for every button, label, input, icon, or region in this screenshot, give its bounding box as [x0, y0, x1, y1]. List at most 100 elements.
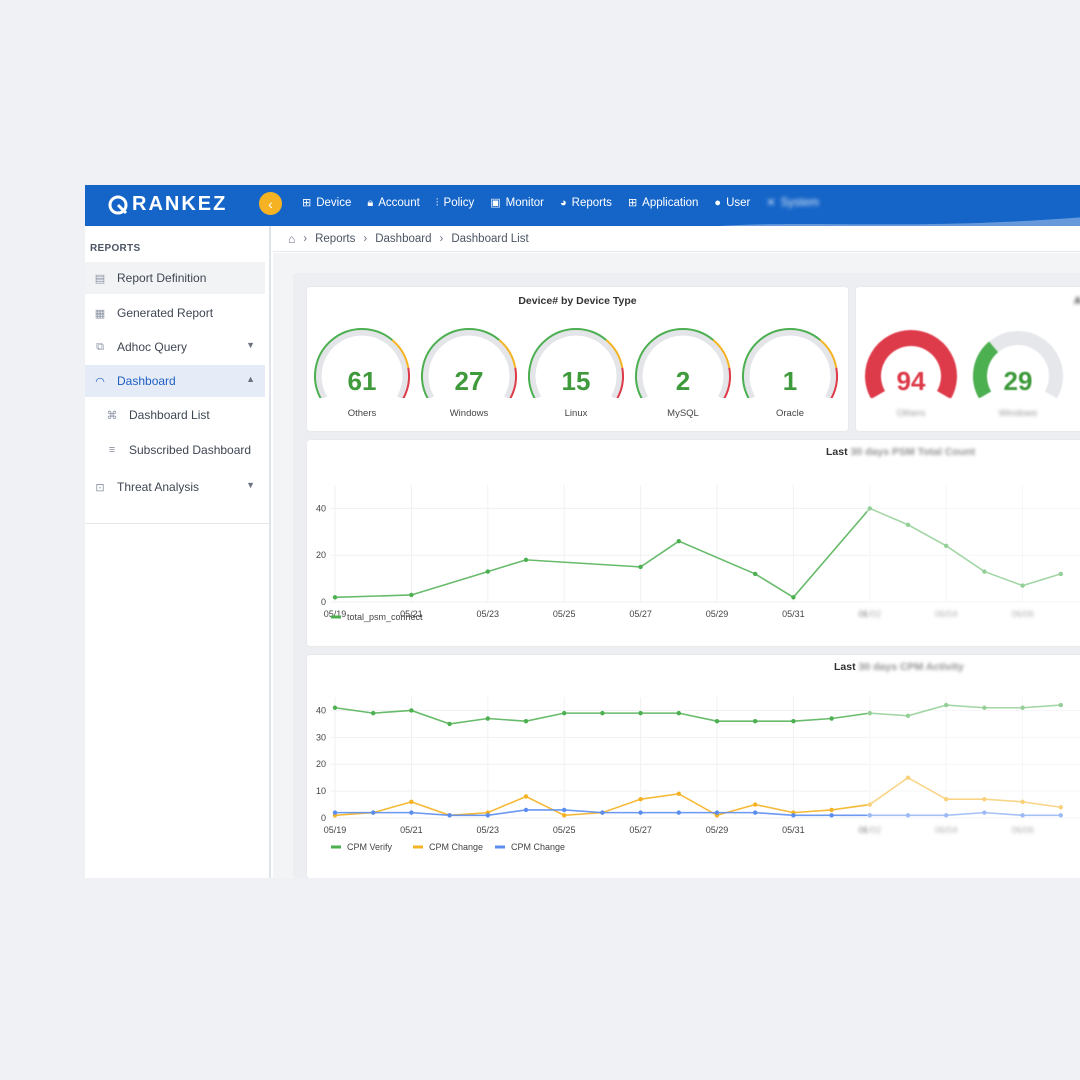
data-point[interactable]	[1058, 702, 1063, 708]
legend-label[interactable]: CPM Verify	[347, 842, 393, 852]
data-point[interactable]	[944, 813, 949, 818]
data-point[interactable]	[982, 796, 987, 802]
sidebar-item-dashboard-list[interactable]: ⌘ Dashboard List	[85, 399, 265, 431]
sidebar-item-threat-analysis[interactable]: ⊡ Threat Analysis ▼	[85, 471, 265, 503]
nav-account[interactable]: 🔒︎ Account	[367, 197, 419, 209]
data-point[interactable]	[791, 813, 796, 818]
psm-total-count-card: Last 30 days PSM Total Count 0 20 40 05/19 05…	[307, 440, 1080, 646]
data-point[interactable]	[982, 705, 987, 710]
data-point[interactable]	[676, 538, 681, 544]
data-point[interactable]	[867, 813, 872, 818]
data-point[interactable]	[447, 721, 452, 727]
data-point[interactable]	[638, 810, 643, 815]
nav-device[interactable]: ⊞ Device	[302, 197, 351, 209]
data-point[interactable]	[409, 810, 414, 815]
breadcrumb-reports[interactable]: Reports	[315, 232, 356, 245]
data-point[interactable]	[791, 595, 796, 600]
sidebar-item-adhoc-query[interactable]: ⧉ Adhoc Query ▼	[85, 331, 265, 363]
nav-monitor[interactable]: ▣ Monitor	[490, 197, 544, 209]
data-point[interactable]	[753, 810, 758, 815]
sidebar-collapse-button[interactable]: ‹	[257, 190, 284, 217]
gauge-arc	[314, 328, 410, 398]
breadcrumb-dashboard[interactable]: Dashboard	[375, 232, 432, 245]
sidebar-item-label: Adhoc Query	[117, 340, 188, 354]
data-point[interactable]	[1020, 799, 1025, 805]
nav-label: Account	[378, 197, 420, 209]
data-point[interactable]	[1020, 813, 1025, 818]
data-point[interactable]	[829, 813, 834, 818]
data-point[interactable]	[944, 796, 949, 802]
data-point[interactable]	[409, 592, 414, 598]
data-point[interactable]	[714, 810, 720, 815]
brand-logo[interactable]: RANKEZ	[107, 193, 227, 216]
data-point[interactable]	[1058, 571, 1063, 577]
data-point[interactable]	[1020, 705, 1025, 710]
data-point[interactable]	[867, 802, 872, 807]
data-point[interactable]	[523, 719, 529, 724]
data-point[interactable]	[829, 716, 834, 721]
data-point[interactable]	[447, 813, 452, 818]
data-point[interactable]	[905, 713, 911, 719]
nav-application[interactable]: ⊞ Application	[628, 197, 698, 209]
data-point[interactable]	[562, 807, 567, 813]
legend-label[interactable]: total_psm_connect	[347, 612, 423, 622]
data-point[interactable]	[562, 710, 567, 716]
data-point[interactable]	[982, 569, 987, 574]
data-point[interactable]	[523, 807, 529, 813]
data-point[interactable]	[982, 810, 987, 815]
data-point[interactable]	[600, 710, 605, 716]
data-point[interactable]	[753, 802, 758, 807]
data-point[interactable]	[638, 710, 643, 716]
data-point[interactable]	[829, 807, 834, 813]
data-point[interactable]	[867, 506, 872, 511]
data-point[interactable]	[1058, 805, 1063, 810]
data-point[interactable]	[332, 810, 338, 815]
data-point[interactable]	[753, 719, 758, 724]
sidebar-item-report-definition[interactable]: ▤ Report Definition	[85, 262, 265, 294]
nav-reports[interactable]: ◕ Reports	[560, 197, 612, 209]
x-tick-label: 05/31	[782, 609, 805, 619]
data-point[interactable]	[944, 702, 949, 708]
data-point[interactable]	[676, 710, 681, 716]
data-point[interactable]	[867, 710, 872, 716]
data-point[interactable]	[485, 716, 490, 721]
sidebar-item-dashboard[interactable]: ◠ Dashboard ▲	[85, 365, 265, 397]
data-point[interactable]	[676, 791, 681, 796]
data-point[interactable]	[676, 810, 681, 815]
data-point[interactable]	[562, 813, 567, 818]
data-point[interactable]	[332, 595, 338, 600]
data-point[interactable]	[1058, 813, 1063, 818]
gauge-band-orange	[391, 339, 410, 369]
data-point[interactable]	[409, 708, 414, 713]
data-point[interactable]	[905, 522, 911, 527]
data-point[interactable]	[485, 569, 490, 574]
x-tick-label: 06/02	[859, 825, 882, 835]
data-point[interactable]	[944, 543, 949, 549]
data-point[interactable]	[409, 799, 414, 805]
data-point[interactable]	[371, 710, 376, 716]
data-point[interactable]	[905, 813, 911, 818]
data-point[interactable]	[753, 571, 758, 577]
data-point[interactable]	[638, 796, 643, 802]
data-point[interactable]	[714, 719, 720, 724]
data-point[interactable]	[600, 810, 605, 815]
gauge-label: Linux	[564, 408, 588, 419]
sidebar-item-generated-report[interactable]: ▦ Generated Report	[85, 297, 265, 329]
nav-system[interactable]: ✕ System	[766, 197, 819, 209]
data-point[interactable]	[523, 794, 529, 799]
legend-label[interactable]: CPM Change	[429, 842, 483, 852]
data-point[interactable]	[523, 557, 529, 563]
data-point[interactable]	[371, 810, 376, 815]
data-point[interactable]	[332, 705, 338, 710]
home-icon[interactable]: ⌂	[288, 231, 296, 246]
sidebar-item-subscribed-dashboard[interactable]: ≡ Subscribed Dashboard	[85, 434, 265, 466]
data-point[interactable]	[905, 775, 911, 780]
data-point[interactable]	[791, 719, 796, 724]
data-point[interactable]	[1020, 583, 1025, 588]
data-point[interactable]	[485, 813, 490, 818]
legend-label[interactable]: CPM Change	[511, 842, 565, 852]
data-point[interactable]	[638, 564, 643, 570]
nav-policy[interactable]: ⫶ Policy	[436, 197, 474, 209]
nav-user[interactable]: ● User	[714, 197, 750, 209]
sidebar: REPORTS ▤ Report Definition ▦ Generated …	[85, 226, 271, 878]
